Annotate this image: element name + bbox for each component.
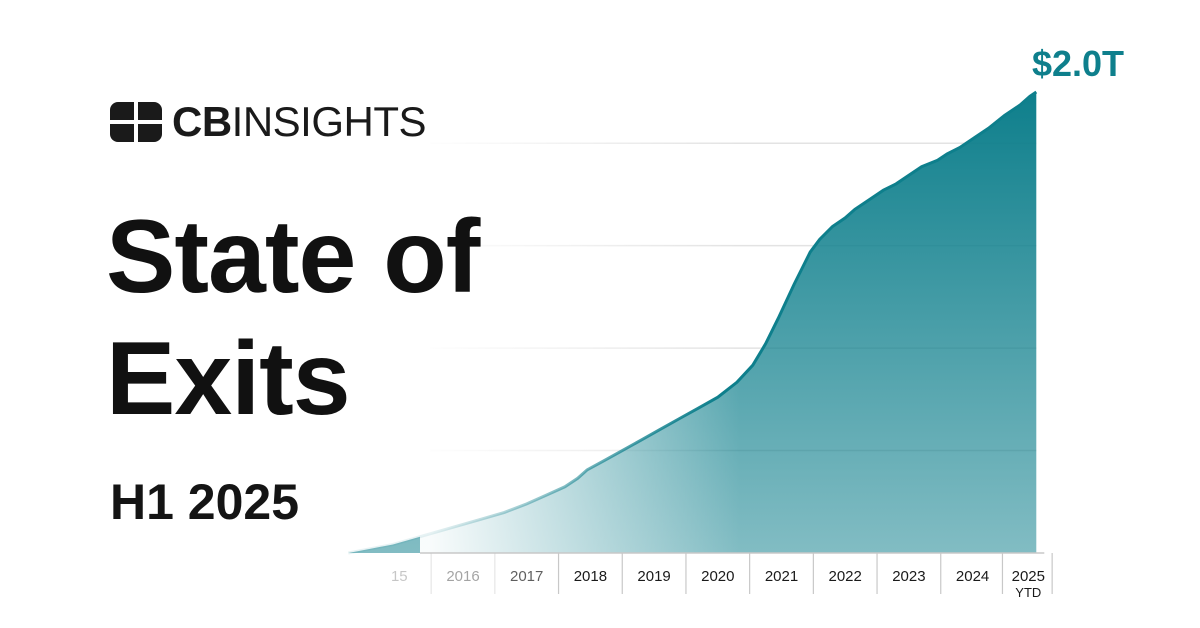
x-tick-label-2015: 15 xyxy=(391,568,408,585)
x-tick-label-2017: 2017 xyxy=(510,568,543,585)
title-line-1: State of xyxy=(106,199,480,315)
brand-name: CBINSIGHTS xyxy=(172,98,427,145)
exit-value-area xyxy=(348,92,1037,553)
brand-name-regular: INSIGHTS xyxy=(231,98,427,145)
page-title: State of Exits xyxy=(106,196,480,440)
x-tick-label-2024: 2024 xyxy=(956,568,989,585)
x-tick-label-2023: 2023 xyxy=(892,568,925,585)
x-tick-label-2019: 2019 xyxy=(637,568,670,585)
area-left-fade xyxy=(420,80,760,560)
x-tick-label-2020: 2020 xyxy=(701,568,734,585)
cb-insights-mark-icon xyxy=(110,102,162,142)
x-tick-label-2018: 2018 xyxy=(574,568,607,585)
x-axis-tick-labels: 15 2016 2017 2018 2019 2020 2021 2022 2023 2024 20… xyxy=(391,568,1045,600)
end-value-label: $2.0T xyxy=(1032,43,1124,84)
title-line-2: Exits xyxy=(106,321,351,437)
report-period: H1 2025 xyxy=(110,474,300,530)
x-tick-label-2022: 2022 xyxy=(829,568,862,585)
cb-insights-logo: CBINSIGHTS xyxy=(110,98,427,145)
x-tick-label-2016: 2016 xyxy=(446,568,479,585)
brand-name-bold: CB xyxy=(172,98,232,145)
x-tick-label-2025-ytd: 2025 YTD xyxy=(1012,568,1045,600)
x-axis xyxy=(420,552,1053,594)
x-tick-label-2021: 2021 xyxy=(765,568,798,585)
exit-value-line xyxy=(348,90,1038,555)
